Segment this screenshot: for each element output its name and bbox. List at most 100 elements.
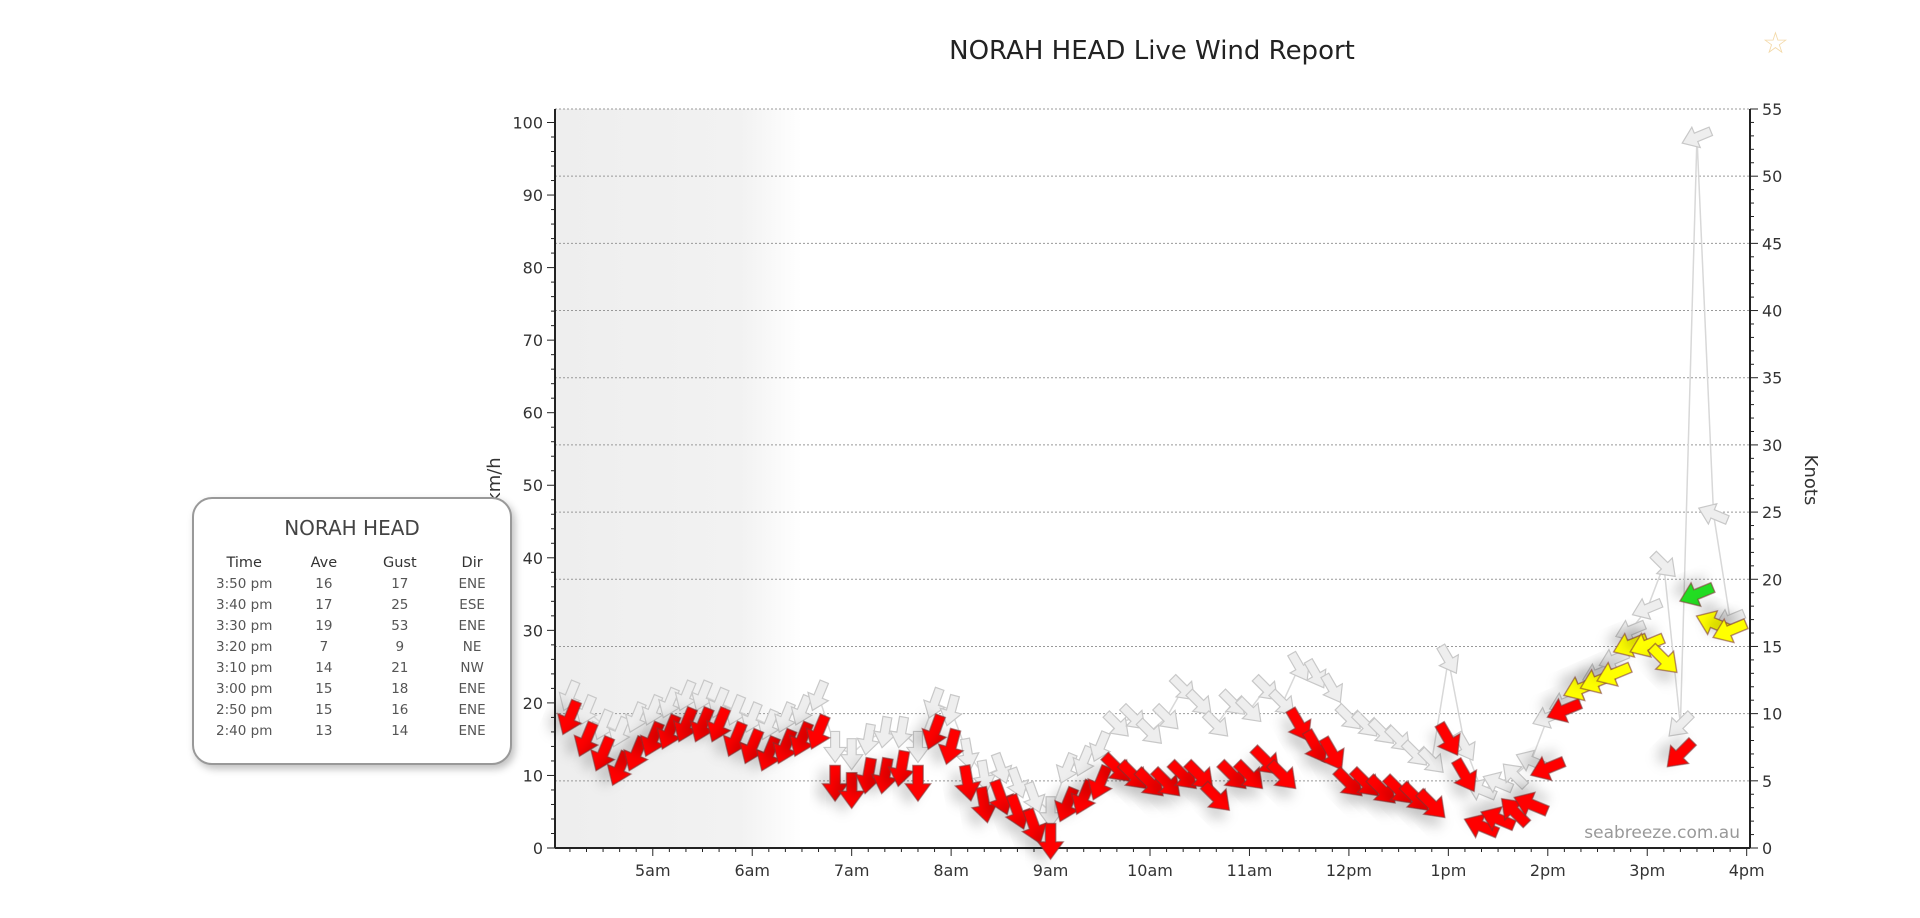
cell-dir: ENE [458,575,486,592]
average-arrow [805,713,832,750]
cell-gust: 17 [391,575,409,592]
average-arrow [689,705,716,743]
cell-gust: 18 [391,680,409,697]
y2-tick-label: 5 [1762,772,1772,791]
cell-gust: 53 [391,617,409,634]
average-arrow [1479,805,1517,832]
cell-ave: 13 [315,722,333,739]
x-tick-label: 7am [834,861,870,880]
cell-time: 3:30 pm [216,617,273,634]
average-arrow [1036,822,1065,861]
gust-arrow [1038,796,1063,829]
gust-arrow [1482,771,1515,794]
gust-arrow [1234,695,1262,723]
average-arrow [1513,791,1551,818]
cell-ave: 7 [319,638,329,655]
y2-tick-label: 30 [1762,436,1782,455]
gust-arrow [1201,710,1229,737]
gust-arrow [1631,597,1664,620]
y2-tick-label: 20 [1762,570,1782,589]
gust-arrow [1668,710,1696,737]
table-row: 3:20 pm 7 9 NE [206,636,510,657]
gust-arrow [1055,751,1079,784]
cell-dir: ESE [459,596,485,613]
cell-gust: 16 [391,701,409,718]
average-arrow [1712,617,1749,644]
average-arrow [1463,813,1501,840]
cell-dir: ENE [458,701,486,718]
gust-arrow [1436,643,1460,675]
gust-arrow [790,693,814,726]
watermark: seabreeze.com.au [1584,823,1740,843]
x-tick-label: 2pm [1530,861,1566,880]
table-row: 2:40 pm 13 14 ENE [206,720,510,741]
average-arrow [1529,755,1567,782]
average-arrow [870,756,899,795]
gust-arrow [1218,688,1245,715]
y-tick-label: 20 [523,694,543,713]
gust-arrow [1022,780,1046,814]
gust-arrow [575,693,598,726]
average-arrow [1678,581,1716,608]
gust-arrow [1135,717,1163,744]
gust-arrow [1088,730,1112,763]
gust-arrow [773,701,797,734]
gust-arrow [1102,710,1129,737]
cell-dir: NW [460,659,484,676]
gust-arrow [1350,710,1378,737]
gust-arrow [955,737,980,771]
average-arrow [937,727,965,766]
gust-arrow [1072,744,1095,777]
header-dir: Dir [461,554,483,571]
gust-arrow [807,679,830,712]
header-time: Time [226,554,262,571]
average-arrow [1199,780,1231,812]
gust-arrow [839,738,864,771]
cell-time: 2:50 pm [216,701,273,718]
cell-dir: NE [462,638,482,655]
average-arrow [1232,758,1264,790]
cell-dir: ENE [458,617,486,634]
cell-dir: ENE [458,680,486,697]
gust-arrow [624,701,648,734]
star-outline-icon[interactable]: ☆ [1762,26,1789,61]
average-arrow [1020,807,1048,845]
average-arrow [623,734,649,772]
average-arrow [987,778,1015,816]
average-arrow [1500,797,1532,829]
table-row: 3:10 pm 14 21 NW [206,657,510,678]
y2-tick-label: 45 [1762,234,1782,253]
x-tick-label: 8am [933,861,969,880]
average-series [556,581,1749,861]
x-tick-label: 12pm [1326,861,1372,880]
average-arrow [1004,792,1031,831]
cell-ave: 16 [315,575,333,592]
average-arrow [837,772,866,810]
y2-tick-label: 40 [1762,302,1782,321]
average-arrow [1087,763,1114,801]
gust-arrow [1286,650,1310,682]
gust-arrow [872,715,897,749]
x-tick-label: 10am [1127,861,1173,880]
gust-arrow [1303,657,1327,689]
cell-time: 2:40 pm [216,722,273,739]
y2-tick-label: 55 [1762,100,1782,119]
x-tick-label: 11am [1227,861,1273,880]
cell-ave: 17 [315,596,333,613]
table-row: 3:30 pm 19 53 ENE [206,615,510,636]
gust-arrow [1681,125,1714,149]
axes: 0 10 20 30 40 50 60 70 80 90 100 0 5 10 15 20 25 30 35 40 45… [512,100,1782,880]
gust-arrow [1006,766,1030,799]
cell-ave: 19 [315,617,333,634]
gust-arrow [691,679,714,712]
average-arrow [1318,735,1345,771]
y-tick-label: 10 [523,766,543,785]
y-tick-label: 70 [523,331,543,350]
y-tick-label: 60 [523,404,543,423]
average-arrow [573,720,600,758]
cell-gust: 25 [391,596,409,613]
cell-dir: ENE [458,722,486,739]
average-arrow [921,713,948,751]
y2-tick-label: 15 [1762,637,1782,656]
y2-tick-label: 50 [1762,167,1782,186]
